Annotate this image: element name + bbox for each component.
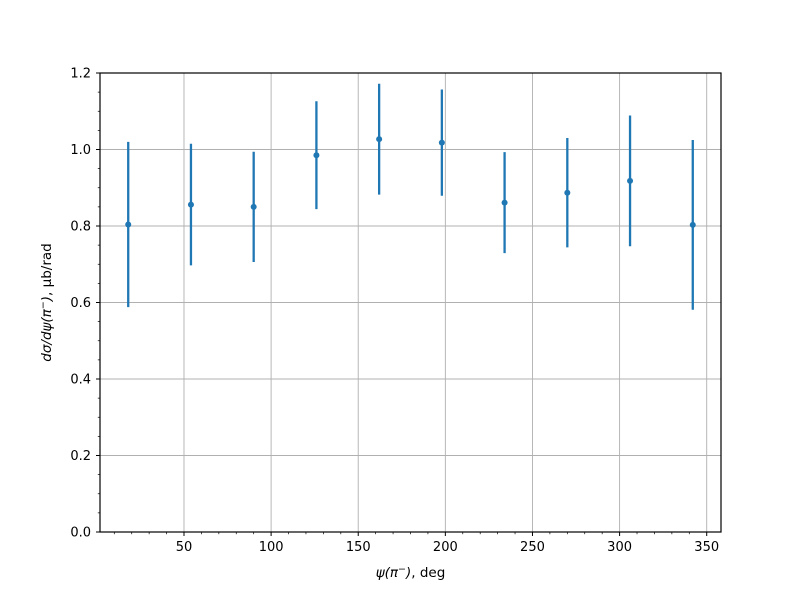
axes-frame — [99, 72, 722, 533]
x-tick-label: 250 — [520, 540, 545, 555]
data-point — [564, 189, 571, 196]
y-tick-label: 0.0 — [70, 526, 91, 541]
data-point — [313, 152, 320, 159]
x-tick-label: 350 — [694, 540, 719, 555]
y-tick-label: 0.6 — [70, 296, 91, 311]
y-tick-label: 0.8 — [70, 220, 91, 235]
x-axis-label: ψ(π−), deg — [376, 564, 446, 581]
data-point — [187, 201, 194, 208]
x-tick-label: 300 — [607, 540, 632, 555]
y-tick-label: 1.2 — [70, 67, 91, 82]
y-tick-label: 0.2 — [70, 449, 91, 464]
data-point — [501, 199, 508, 206]
x-tick-label: 100 — [259, 540, 284, 555]
data-point — [250, 203, 257, 210]
x-tick-label: 50 — [176, 540, 193, 555]
data-point — [627, 177, 634, 184]
y-axis-label: dσ/dψ(π−), μb/rad — [38, 243, 55, 361]
data-point — [689, 221, 696, 228]
x-tick-label: 200 — [433, 540, 458, 555]
y-tick-label: 0.4 — [70, 373, 91, 388]
data-point — [376, 136, 383, 143]
x-tick-label: 150 — [346, 540, 371, 555]
data-point — [438, 139, 445, 146]
y-tick-label: 1.0 — [70, 143, 91, 158]
data-point — [125, 221, 132, 228]
